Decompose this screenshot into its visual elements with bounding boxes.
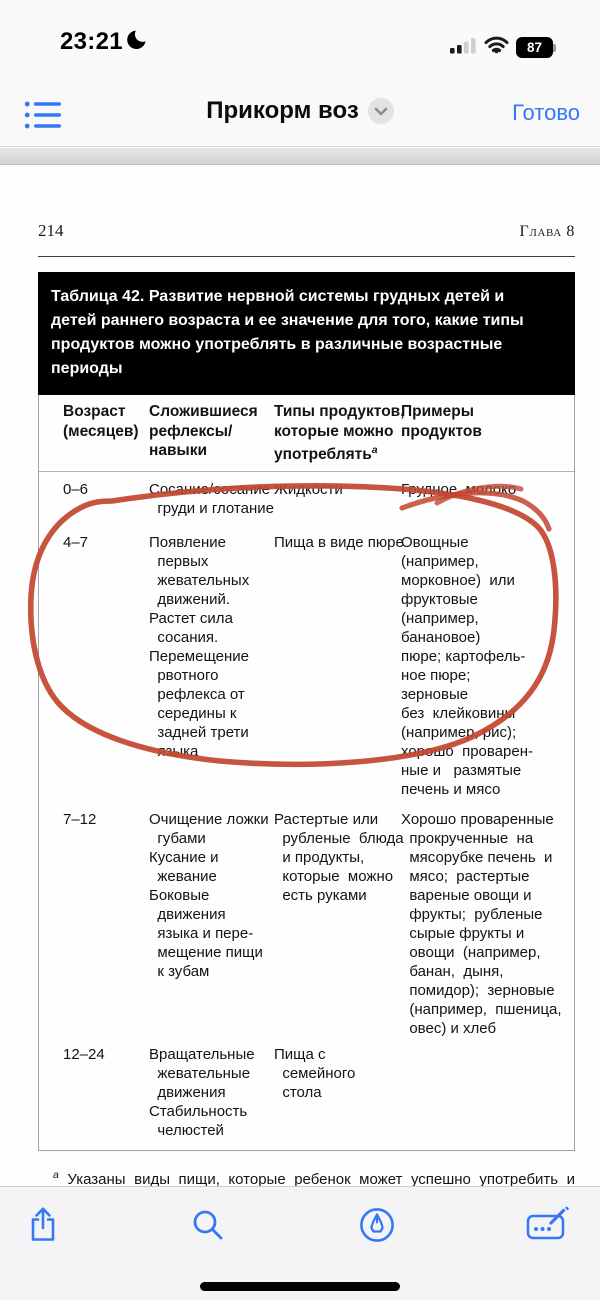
cell-reflexes: Сосание/сосание груди и глотание [149,480,274,517]
page-number: 214 [38,221,64,240]
cellular-signal-icon [450,36,477,59]
share-icon[interactable] [16,1200,70,1250]
page-edge-divider [0,148,600,165]
header-rule [38,256,575,257]
cell-age: 12–24 [63,1045,105,1063]
cell-age: 0–6 [63,480,89,498]
cell-reflexes: Вращательные жевательные движения Стабил… [149,1045,255,1139]
done-button[interactable]: Готово [512,100,580,125]
markup-pen-icon[interactable] [350,1200,404,1250]
cell-examples [401,1045,574,1140]
cell-types: Жидкости [274,480,343,498]
cell-types: Пища с семейного стола [274,1045,356,1101]
document-title: Прикорм воз [206,97,359,124]
cell-reflexes: Очищение ложки губами Кусание и жевание … [149,810,269,980]
cell-age: 4–7 [63,533,89,551]
chevron-down-icon[interactable] [367,98,394,124]
cell-types: Пища в виде пюре [274,533,404,551]
cell-types: Растертые или рубленые блюда и продукты,… [274,810,404,904]
cell-age: 7–12 [63,810,97,828]
table-row: 7–12 Очищение ложки губами Кусание и жев… [39,810,574,1038]
signature-icon[interactable] [521,1200,575,1250]
moon-icon [125,27,149,56]
pdf-page[interactable]: 214 Глава 8 Таблица 42. Развитие нервной… [0,165,600,1186]
table-caption: Таблица 42. Развитие нервной системы гру… [38,272,575,395]
bottom-toolbar [0,1186,600,1300]
cell-examples: Грудное молоко [401,480,517,498]
toc-list-icon[interactable] [24,98,64,134]
clock: 23:21 [60,27,123,55]
home-indicator[interactable] [200,1282,400,1291]
page-header: 214 Глава 8 [38,221,575,241]
cell-reflexes: Появление первых жевательных движений. Р… [149,533,250,760]
cell-examples: Хорошо проваренные прокрученные на мясор… [401,810,562,1037]
footnote: a Указаны виды пищи, которые ребенок мож… [53,1168,575,1186]
status-bar: 23:21 [0,0,600,85]
chapter-label: Глава 8 [519,223,575,240]
col-header-age: Возраст (месяцев) [63,403,139,440]
col-header-types: Типы продуктов, которые можно употреблят… [274,403,405,464]
table-header-row: Возраст (месяцев) Сложившиеся рефлексы/ … [39,395,574,472]
battery-percent: 87 [516,37,553,58]
cell-examples: Овощные (например, морковное) или фрукто… [401,533,533,798]
wifi-icon [484,36,509,59]
nav-bar: Прикорм воз Готово [0,85,600,147]
table-row: 12–24 Вращательные жевательные движения … [39,1045,574,1150]
table-row: 4–7 Появление первых жевательных движени… [39,533,574,799]
col-header-reflexes: Сложившиеся рефлексы/ навыки [149,403,258,459]
col-header-examples: Примеры продуктов [401,403,482,440]
table-row: 0–6 Сосание/сосание груди и глотание Жид… [39,480,574,518]
battery-icon: 87 [516,37,556,58]
search-icon[interactable] [181,1200,235,1250]
table: Возраст (месяцев) Сложившиеся рефлексы/ … [38,395,575,1151]
